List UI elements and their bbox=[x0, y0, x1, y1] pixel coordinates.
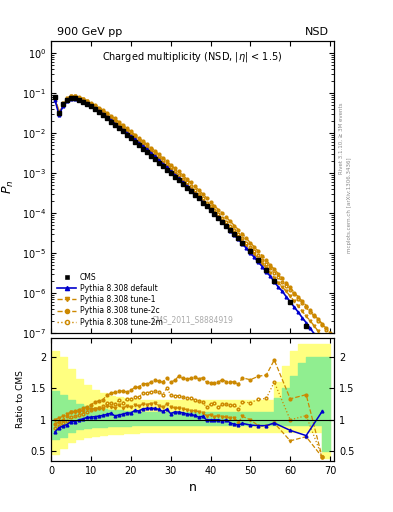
Text: CMS_2011_S8884919: CMS_2011_S8884919 bbox=[152, 315, 233, 324]
Y-axis label: $P_n$: $P_n$ bbox=[1, 180, 17, 194]
Text: Charged multiplicity (NSD, |$\eta$| < 1.5): Charged multiplicity (NSD, |$\eta$| < 1.… bbox=[103, 50, 283, 63]
X-axis label: n: n bbox=[189, 481, 196, 494]
Text: NSD: NSD bbox=[305, 27, 329, 36]
Text: mcplots.cern.ch [arXiv:1306.3436]: mcplots.cern.ch [arXiv:1306.3436] bbox=[347, 157, 352, 252]
Y-axis label: Ratio to CMS: Ratio to CMS bbox=[16, 370, 25, 429]
Legend: CMS, Pythia 8.308 default, Pythia 8.308 tune-1, Pythia 8.308 tune-2c, Pythia 8.3: CMS, Pythia 8.308 default, Pythia 8.308 … bbox=[55, 270, 165, 329]
Text: Rivet 3.1.10, ≥ 3M events: Rivet 3.1.10, ≥ 3M events bbox=[339, 102, 344, 174]
Text: 900 GeV pp: 900 GeV pp bbox=[57, 27, 122, 36]
